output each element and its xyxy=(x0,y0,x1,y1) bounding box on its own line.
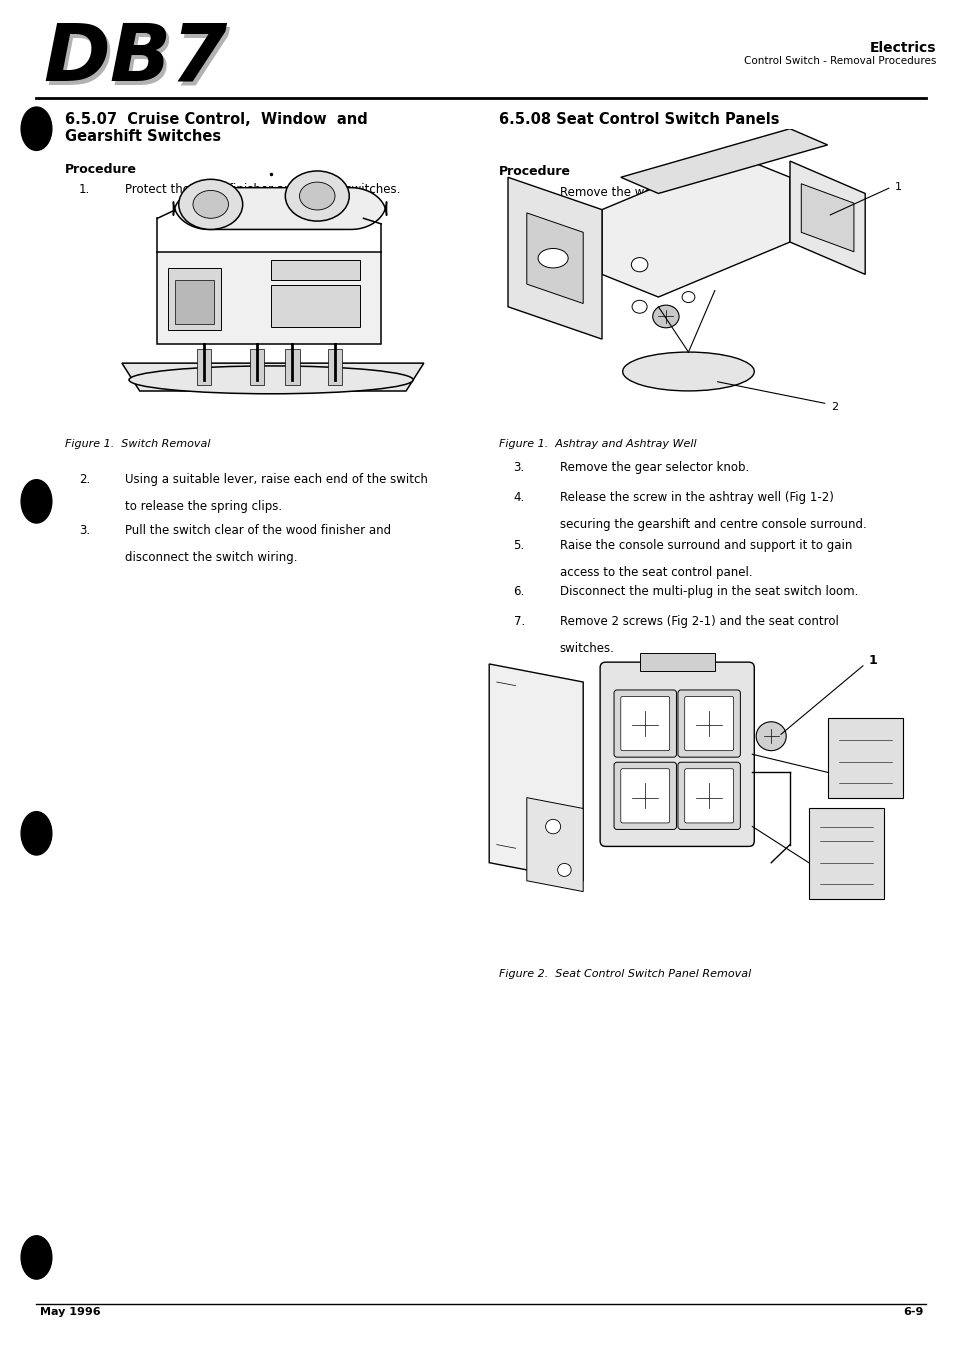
Text: Remove 2 screws (Fig 2-1) and the seat control: Remove 2 screws (Fig 2-1) and the seat c… xyxy=(560,615,838,629)
Text: dash.: dash. xyxy=(560,213,591,226)
Text: Figure 2.  Seat Control Switch Panel Removal: Figure 2. Seat Control Switch Panel Remo… xyxy=(499,969,752,978)
Circle shape xyxy=(632,301,647,313)
FancyBboxPatch shape xyxy=(600,663,755,847)
Text: 1: 1 xyxy=(869,654,877,667)
Circle shape xyxy=(285,171,349,221)
FancyBboxPatch shape xyxy=(684,696,733,751)
FancyBboxPatch shape xyxy=(250,350,264,385)
Text: Disconnect the multi-plug in the seat switch loom.: Disconnect the multi-plug in the seat sw… xyxy=(560,585,858,599)
Circle shape xyxy=(21,480,52,523)
Text: 1.: 1. xyxy=(514,186,525,199)
Circle shape xyxy=(21,812,52,855)
FancyBboxPatch shape xyxy=(285,350,300,385)
Circle shape xyxy=(653,305,679,328)
Polygon shape xyxy=(602,664,753,844)
Text: Raise the console surround and support it to gain: Raise the console surround and support i… xyxy=(560,539,852,553)
Circle shape xyxy=(193,191,228,218)
Text: 4.: 4. xyxy=(514,491,525,504)
Text: DB7: DB7 xyxy=(43,19,228,98)
Text: Release the screw in the ashtray well (Fig 1-2): Release the screw in the ashtray well (F… xyxy=(560,491,833,504)
Text: 5.: 5. xyxy=(514,539,525,553)
Polygon shape xyxy=(490,664,583,881)
Polygon shape xyxy=(527,798,583,892)
Polygon shape xyxy=(602,154,790,297)
Text: DB7: DB7 xyxy=(46,23,230,102)
Polygon shape xyxy=(790,161,865,274)
Circle shape xyxy=(683,291,695,302)
Text: securing the gearshift and centre console surround.: securing the gearshift and centre consol… xyxy=(560,518,867,531)
FancyBboxPatch shape xyxy=(684,768,733,822)
FancyBboxPatch shape xyxy=(271,285,360,327)
Text: 6.5.07  Cruise Control,  Window  and: 6.5.07 Cruise Control, Window and xyxy=(65,112,368,127)
Circle shape xyxy=(558,863,571,877)
Ellipse shape xyxy=(129,366,413,394)
Text: Remove the ashtray (Fig 1-1).: Remove the ashtray (Fig 1-1). xyxy=(560,229,735,243)
Polygon shape xyxy=(174,188,387,229)
Circle shape xyxy=(756,722,786,751)
FancyBboxPatch shape xyxy=(621,696,670,751)
Text: May 1996: May 1996 xyxy=(40,1308,101,1317)
Polygon shape xyxy=(527,213,583,304)
Circle shape xyxy=(21,107,52,150)
Text: 6-9: 6-9 xyxy=(903,1308,924,1317)
Text: 1: 1 xyxy=(896,182,902,192)
Ellipse shape xyxy=(623,352,755,390)
Text: 2.: 2. xyxy=(79,473,90,486)
Circle shape xyxy=(632,257,648,272)
Circle shape xyxy=(21,1236,52,1279)
Circle shape xyxy=(179,179,243,229)
Polygon shape xyxy=(508,178,602,339)
Text: Control Switch - Removal Procedures: Control Switch - Removal Procedures xyxy=(744,56,936,65)
Text: Procedure: Procedure xyxy=(65,163,137,176)
Text: Gearshift Switches: Gearshift Switches xyxy=(65,129,222,144)
Polygon shape xyxy=(802,184,853,252)
Text: 3.: 3. xyxy=(79,524,90,538)
Text: 2.: 2. xyxy=(514,229,525,243)
Text: access to the seat control panel.: access to the seat control panel. xyxy=(560,566,753,580)
Text: Remove the gear selector knob.: Remove the gear selector knob. xyxy=(560,461,749,474)
Ellipse shape xyxy=(538,248,568,268)
Text: switches.: switches. xyxy=(560,642,614,656)
Text: 1.: 1. xyxy=(79,183,90,196)
FancyBboxPatch shape xyxy=(614,763,677,829)
FancyBboxPatch shape xyxy=(678,690,740,757)
Polygon shape xyxy=(808,809,884,898)
FancyBboxPatch shape xyxy=(168,268,222,329)
FancyBboxPatch shape xyxy=(175,279,214,324)
Text: Using a suitable lever, raise each end of the switch: Using a suitable lever, raise each end o… xyxy=(125,473,427,486)
Polygon shape xyxy=(157,252,381,344)
Circle shape xyxy=(545,820,561,833)
Text: 6.: 6. xyxy=(514,585,525,599)
FancyBboxPatch shape xyxy=(197,350,210,385)
Text: Figure 1.  Ashtray and Ashtray Well: Figure 1. Ashtray and Ashtray Well xyxy=(499,439,697,449)
Text: to release the spring clips.: to release the spring clips. xyxy=(125,500,282,514)
Text: 3.: 3. xyxy=(514,461,525,474)
FancyBboxPatch shape xyxy=(271,260,360,279)
FancyBboxPatch shape xyxy=(639,653,715,671)
Text: 7.: 7. xyxy=(514,615,525,629)
Polygon shape xyxy=(122,363,424,392)
Text: disconnect the switch wiring.: disconnect the switch wiring. xyxy=(125,551,298,565)
Text: Procedure: Procedure xyxy=(499,165,571,179)
Circle shape xyxy=(300,182,335,210)
FancyBboxPatch shape xyxy=(678,763,740,829)
Text: 2: 2 xyxy=(831,402,838,412)
Polygon shape xyxy=(621,129,828,194)
Text: Protect the wood finisher around the switches.: Protect the wood finisher around the swi… xyxy=(125,183,400,196)
Text: 6.5.08 Seat Control Switch Panels: 6.5.08 Seat Control Switch Panels xyxy=(499,112,780,127)
FancyBboxPatch shape xyxy=(614,690,677,757)
Polygon shape xyxy=(828,718,902,798)
Text: Pull the switch clear of the wood finisher and: Pull the switch clear of the wood finish… xyxy=(125,524,391,538)
FancyBboxPatch shape xyxy=(328,350,342,385)
Text: Figure 1.  Switch Removal: Figure 1. Switch Removal xyxy=(65,439,211,449)
FancyBboxPatch shape xyxy=(621,768,670,822)
Text: Electrics: Electrics xyxy=(870,41,936,54)
Text: Remove the wood trim above the passenger side: Remove the wood trim above the passenger… xyxy=(560,186,851,199)
